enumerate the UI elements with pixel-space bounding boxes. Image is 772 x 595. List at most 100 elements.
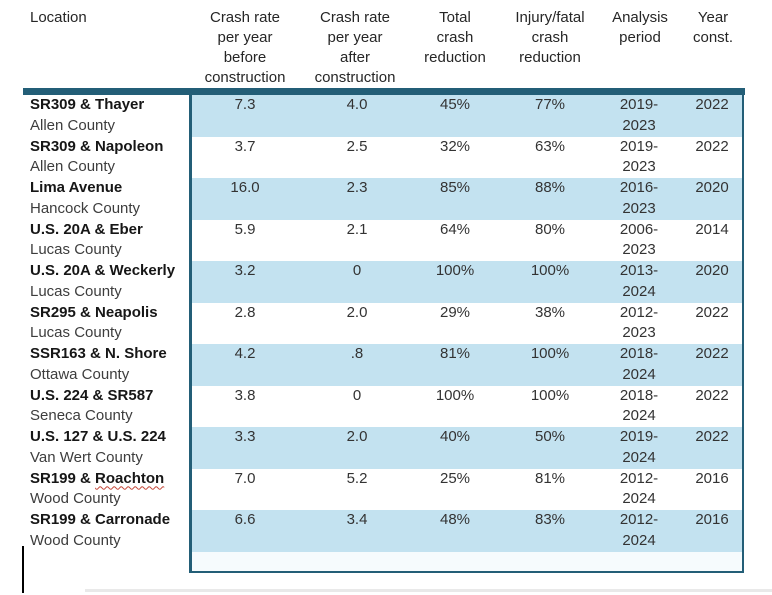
cell-location-name: SR309 & Napoleon bbox=[30, 137, 188, 158]
cell-county: Wood County bbox=[30, 490, 121, 508]
table-row: SR295 & Neapolis Lucas County 2.8 2.0 29… bbox=[0, 303, 744, 345]
table-header-rule bbox=[23, 88, 745, 95]
cell-location: SR309 & Thayer Allen County bbox=[30, 95, 188, 137]
table-row: SR309 & Napoleon Allen County 3.7 2.5 32… bbox=[0, 137, 744, 179]
cell-total-crash-reduction: 48% bbox=[439, 511, 471, 528]
cell-injury-fatal-reduction: 63% bbox=[534, 137, 566, 155]
cell-total-crash-reduction: 81% bbox=[439, 345, 471, 362]
cell-crash-rate-after: 2.0 bbox=[346, 428, 368, 445]
cell-county: Van Wert County bbox=[30, 448, 143, 466]
cell-year-constructed: 2022 bbox=[695, 386, 729, 404]
cell-injury-fatal-reduction: 80% bbox=[534, 220, 566, 238]
cell-crash-rate-before: 4.2 bbox=[234, 345, 256, 362]
cell-location-name: Lima Avenue bbox=[30, 178, 188, 199]
cell-location: SR199 & Carronade Wood County bbox=[30, 510, 188, 552]
cell-county: Lucas County bbox=[30, 324, 122, 342]
cell-total-crash-reduction: 32% bbox=[439, 137, 471, 155]
cell-year-constructed: 2020 bbox=[695, 262, 729, 279]
cell-county: Allen County bbox=[30, 158, 116, 176]
table-row: U.S. 127 & U.S. 224 Van Wert County 3.3 … bbox=[0, 427, 744, 469]
cell-location-name: U.S. 20A & Weckerly bbox=[30, 261, 188, 282]
cell-location-name: SR309 & Thayer bbox=[30, 95, 188, 116]
cell-year-constructed: 2014 bbox=[695, 220, 729, 238]
cell-crash-rate-before: 2.8 bbox=[234, 303, 256, 321]
cell-crash-rate-before: 7.3 bbox=[234, 96, 256, 113]
cell-location-name: U.S. 224 & SR587 bbox=[30, 386, 188, 407]
table-row: U.S. 20A & Eber Lucas County 5.9 2.1 64%… bbox=[0, 220, 744, 262]
cell-year-constructed: 2022 bbox=[695, 303, 729, 321]
column-header-total-crash-reduction: Total crash reduction bbox=[424, 9, 486, 66]
table-row: SSR163 & N. Shore Ottawa County 4.2 .8 8… bbox=[0, 344, 744, 386]
cell-total-crash-reduction: 40% bbox=[439, 428, 471, 445]
cell-crash-rate-after: 2.0 bbox=[346, 303, 368, 321]
cell-year-constructed: 2022 bbox=[695, 137, 729, 155]
cell-location: U.S. 20A & Weckerly Lucas County bbox=[30, 261, 188, 303]
cell-county: Hancock County bbox=[30, 199, 141, 217]
cell-analysis-period: 2018- 2024 bbox=[619, 386, 659, 425]
cell-county: Lucas County bbox=[30, 282, 122, 300]
cell-crash-rate-before: 3.2 bbox=[234, 262, 256, 279]
cell-crash-rate-after: 5.2 bbox=[346, 469, 368, 487]
cell-location: U.S. 224 & SR587 Seneca County bbox=[30, 386, 188, 428]
cell-county: Allen County bbox=[30, 116, 116, 134]
row-shade-strip: 6.6 3.4 48% 83% 2012- 2024 2016 bbox=[192, 510, 742, 552]
column-header-injury-fatal-reduction: Injury/fatal crash reduction bbox=[515, 9, 585, 66]
cell-year-constructed: 2016 bbox=[695, 511, 729, 528]
cell-injury-fatal-reduction: 100% bbox=[530, 345, 570, 362]
row-shade-strip: 3.3 2.0 40% 50% 2019- 2024 2022 bbox=[192, 427, 742, 469]
table-row: U.S. 224 & SR587 Seneca County 3.8 0 100… bbox=[0, 386, 744, 428]
cell-analysis-period: 2012- 2024 bbox=[619, 511, 659, 549]
cell-crash-rate-after: 4.0 bbox=[346, 96, 368, 113]
cell-location-name: U.S. 127 & U.S. 224 bbox=[30, 427, 188, 448]
row-shade-strip: 3.8 0 100% 100% 2018- 2024 2022 bbox=[192, 386, 742, 428]
cell-total-crash-reduction: 45% bbox=[439, 96, 471, 113]
cell-injury-fatal-reduction: 83% bbox=[534, 511, 566, 528]
cell-total-crash-reduction: 64% bbox=[439, 220, 471, 238]
page-edge-line bbox=[85, 589, 772, 592]
table-row: Lima Avenue Hancock County 16.0 2.3 85% … bbox=[0, 178, 744, 220]
cell-total-crash-reduction: 85% bbox=[439, 179, 471, 196]
cell-injury-fatal-reduction: 100% bbox=[530, 386, 570, 404]
cell-crash-rate-before: 7.0 bbox=[234, 469, 256, 487]
cell-crash-rate-after: 2.1 bbox=[346, 220, 368, 238]
location-text: U.S. 127 & U.S. 224 bbox=[30, 428, 166, 445]
cell-county: Ottawa County bbox=[30, 365, 130, 383]
cell-analysis-period: 2012- 2023 bbox=[619, 303, 659, 342]
cell-injury-fatal-reduction: 81% bbox=[534, 469, 566, 487]
cell-injury-fatal-reduction: 50% bbox=[534, 428, 566, 445]
cell-injury-fatal-reduction: 38% bbox=[534, 303, 566, 321]
table-row: U.S. 20A & Weckerly Lucas County 3.2 0 1… bbox=[0, 261, 744, 303]
row-shade-strip: 7.0 5.2 25% 81% 2012- 2024 2016 bbox=[192, 469, 742, 511]
table-border-bottom bbox=[189, 571, 744, 573]
cell-total-crash-reduction: 100% bbox=[435, 262, 475, 279]
cell-crash-rate-before: 3.7 bbox=[234, 137, 256, 155]
location-text: SR199 & Carronade bbox=[30, 511, 171, 528]
location-text: U.S. 20A & Eber bbox=[30, 220, 143, 238]
location-text: U.S. 224 & SR587 bbox=[30, 386, 154, 404]
table-rows: SR309 & Thayer Allen County 7.3 4.0 45% … bbox=[0, 95, 744, 571]
cell-total-crash-reduction: 100% bbox=[435, 386, 475, 404]
cell-year-constructed: 2016 bbox=[695, 469, 729, 487]
cell-total-crash-reduction: 29% bbox=[439, 303, 471, 321]
cell-location-name: SR295 & Neapolis bbox=[30, 303, 188, 324]
cell-location: SR309 & Napoleon Allen County bbox=[30, 137, 188, 179]
cell-county: Lucas County bbox=[30, 241, 122, 259]
cell-crash-rate-after: 0 bbox=[352, 262, 362, 279]
cell-location-name: SR199 & Roachton bbox=[30, 469, 188, 490]
table-border-right bbox=[742, 95, 744, 573]
cell-crash-rate-before: 6.6 bbox=[234, 511, 256, 528]
row-shade-strip: 16.0 2.3 85% 88% 2016- 2023 2020 bbox=[192, 178, 742, 220]
cell-crash-rate-after: 2.5 bbox=[346, 137, 368, 155]
cell-analysis-period: 2018- 2024 bbox=[619, 345, 659, 383]
cell-year-constructed: 2022 bbox=[695, 96, 729, 113]
empty-row-strip bbox=[192, 551, 742, 571]
cell-crash-rate-before: 3.8 bbox=[234, 386, 256, 404]
row-shade-strip: 2.8 2.0 29% 38% 2012- 2023 2022 bbox=[192, 303, 742, 345]
cell-county: Wood County bbox=[30, 531, 121, 549]
cell-year-constructed: 2020 bbox=[695, 179, 729, 196]
cell-location-name: SR199 & Carronade bbox=[30, 510, 188, 531]
cell-analysis-period: 2016- 2023 bbox=[619, 179, 659, 217]
cell-injury-fatal-reduction: 100% bbox=[530, 262, 570, 279]
cell-analysis-period: 2019- 2023 bbox=[619, 96, 659, 134]
